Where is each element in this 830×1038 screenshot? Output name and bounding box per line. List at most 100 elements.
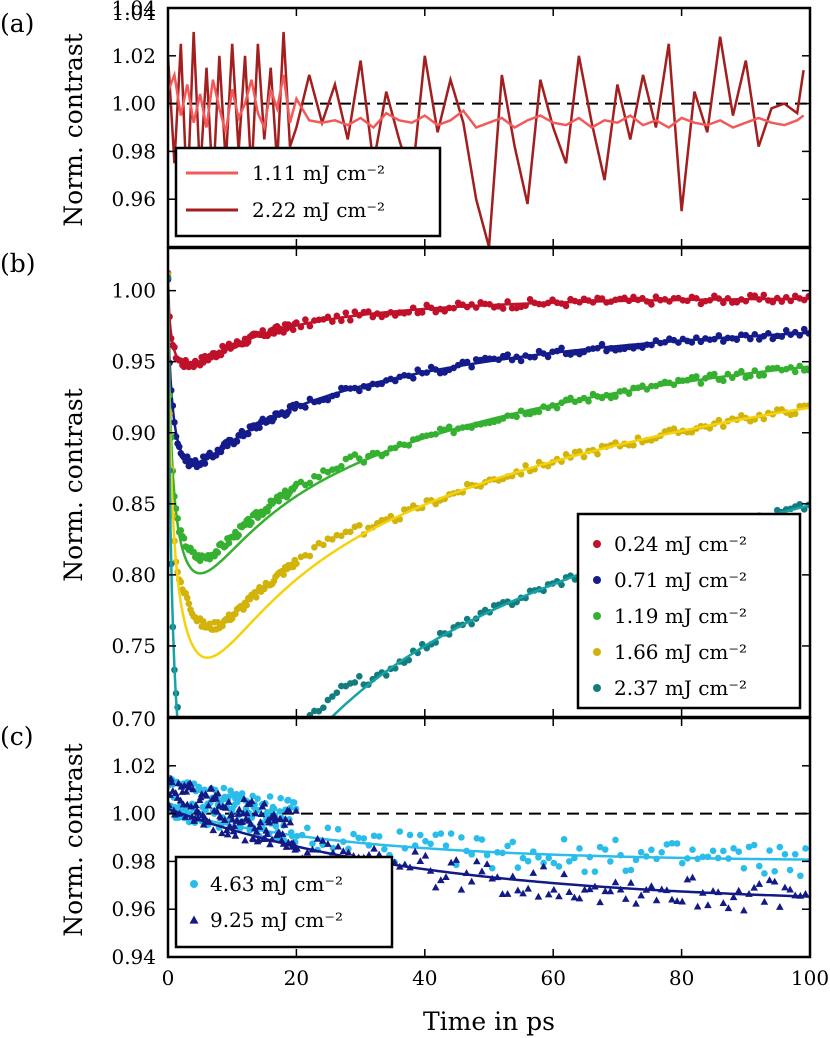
data-point-c bbox=[467, 877, 476, 885]
data-point-b bbox=[800, 325, 808, 333]
y-tick-label-b: 0.95 bbox=[111, 350, 156, 374]
data-point-c bbox=[334, 825, 342, 833]
data-point-c bbox=[421, 851, 430, 859]
data-point-c bbox=[209, 826, 218, 834]
data-point-b bbox=[306, 322, 314, 330]
x-tick-label: 100 bbox=[791, 966, 829, 990]
data-point-b bbox=[240, 783, 247, 790]
data-point-c bbox=[293, 844, 301, 852]
data-point-c bbox=[227, 810, 236, 818]
data-point-c bbox=[447, 830, 455, 837]
data-point-b bbox=[558, 581, 565, 589]
data-point-b bbox=[298, 719, 305, 726]
data-point-b bbox=[287, 732, 294, 739]
data-point-c bbox=[217, 813, 225, 821]
legend-label-c: 4.63 mJ cm⁻² bbox=[210, 872, 343, 896]
y-tick-label-b: 0.90 bbox=[111, 421, 156, 445]
data-point-b bbox=[272, 749, 279, 756]
y-tick-label-c-top: 0.70 bbox=[111, 707, 156, 731]
data-point-c bbox=[503, 890, 512, 897]
data-point-b bbox=[693, 373, 700, 380]
x-tick-label: 60 bbox=[540, 966, 565, 990]
data-point-b bbox=[214, 549, 222, 556]
data-point-c bbox=[668, 839, 676, 847]
data-point-c bbox=[765, 876, 774, 884]
data-point-c bbox=[524, 884, 532, 892]
data-point-c bbox=[802, 845, 809, 852]
data-point-b bbox=[251, 775, 258, 782]
data-point-c bbox=[740, 865, 748, 872]
data-point-c bbox=[673, 897, 681, 905]
fit-line-b-1 bbox=[168, 276, 809, 366]
x-tick-label: 20 bbox=[284, 966, 309, 990]
data-point-c bbox=[411, 847, 419, 855]
data-point-b bbox=[184, 750, 191, 757]
data-point-c bbox=[260, 799, 269, 807]
data-point-c bbox=[270, 805, 278, 812]
data-point-b bbox=[320, 704, 327, 711]
data-point-c bbox=[292, 806, 300, 814]
data-point-b bbox=[306, 711, 314, 717]
data-point-b bbox=[282, 738, 289, 745]
y-tick-label-c: 0.98 bbox=[111, 849, 156, 873]
data-point-b bbox=[269, 751, 276, 758]
data-point-b bbox=[338, 462, 345, 470]
legend-swatch-b bbox=[593, 612, 601, 620]
data-point-b bbox=[293, 560, 300, 567]
data-point-b bbox=[258, 763, 265, 770]
data-point-c bbox=[801, 889, 810, 897]
data-point-c bbox=[673, 840, 681, 847]
legend-swatch-c bbox=[189, 915, 199, 924]
data-point-c bbox=[750, 841, 758, 849]
data-point-c bbox=[360, 835, 368, 842]
x-tick-label: 40 bbox=[412, 966, 437, 990]
data-point-c bbox=[770, 877, 779, 885]
data-point-b bbox=[267, 752, 274, 759]
data-point-b bbox=[252, 594, 260, 601]
data-point-b bbox=[580, 453, 588, 461]
data-point-c bbox=[422, 837, 429, 845]
data-point-c bbox=[601, 846, 609, 853]
data-point-b bbox=[351, 679, 359, 686]
data-point-b bbox=[347, 317, 354, 324]
data-point-b bbox=[553, 404, 561, 412]
data-point-b bbox=[288, 735, 295, 742]
data-point-b bbox=[711, 370, 718, 378]
data-point-c bbox=[771, 867, 778, 875]
legend-label-b: 2.37 mJ cm⁻² bbox=[614, 676, 747, 700]
data-point-b bbox=[225, 539, 233, 547]
data-point-b bbox=[186, 753, 193, 760]
fit-line-b-2 bbox=[168, 276, 809, 465]
data-point-c bbox=[693, 902, 702, 910]
legend-label-a: 1.11 mJ cm⁻² bbox=[252, 161, 385, 185]
data-point-c bbox=[240, 795, 248, 803]
data-point-b bbox=[185, 600, 193, 607]
data-point-b bbox=[562, 302, 570, 310]
data-point-b bbox=[720, 423, 727, 430]
data-point-c bbox=[452, 856, 461, 863]
legend-label-b: 1.19 mJ cm⁻² bbox=[614, 604, 747, 628]
data-point-b bbox=[432, 500, 440, 508]
data-point-c bbox=[224, 798, 233, 805]
data-point-c bbox=[252, 827, 261, 835]
data-point-c bbox=[607, 858, 614, 865]
data-point-b bbox=[259, 327, 266, 334]
data-point-c bbox=[432, 831, 440, 839]
data-point-c bbox=[550, 859, 558, 867]
data-point-b bbox=[585, 398, 592, 405]
data-point-c bbox=[251, 809, 260, 817]
data-point-c bbox=[186, 779, 194, 787]
fit-line-c-2 bbox=[168, 807, 810, 898]
data-point-b bbox=[526, 296, 534, 303]
data-point-c bbox=[498, 890, 507, 897]
data-point-b bbox=[256, 769, 263, 776]
data-point-c bbox=[223, 830, 232, 838]
legend-swatch-b bbox=[593, 540, 601, 548]
data-point-b bbox=[418, 309, 426, 316]
plot-frame-c bbox=[166, 716, 812, 959]
data-point-b bbox=[182, 741, 189, 748]
data-point-b bbox=[351, 308, 359, 316]
data-point-b bbox=[250, 774, 257, 781]
data-point-c bbox=[560, 835, 568, 843]
data-point-c bbox=[627, 878, 635, 886]
